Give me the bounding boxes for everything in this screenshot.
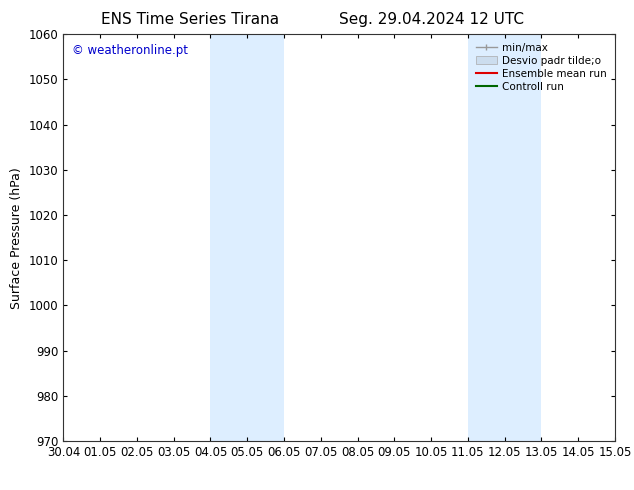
Y-axis label: Surface Pressure (hPa): Surface Pressure (hPa) — [10, 167, 23, 309]
Bar — [468, 34, 505, 441]
Text: Seg. 29.04.2024 12 UTC: Seg. 29.04.2024 12 UTC — [339, 12, 524, 27]
Text: ENS Time Series Tirana: ENS Time Series Tirana — [101, 12, 279, 27]
Text: © weatheronline.pt: © weatheronline.pt — [72, 45, 188, 57]
Legend: min/max, Desvio padr tilde;o, Ensemble mean run, Controll run: min/max, Desvio padr tilde;o, Ensemble m… — [473, 40, 610, 95]
Bar — [210, 34, 247, 441]
Bar — [505, 34, 541, 441]
Bar — [247, 34, 284, 441]
